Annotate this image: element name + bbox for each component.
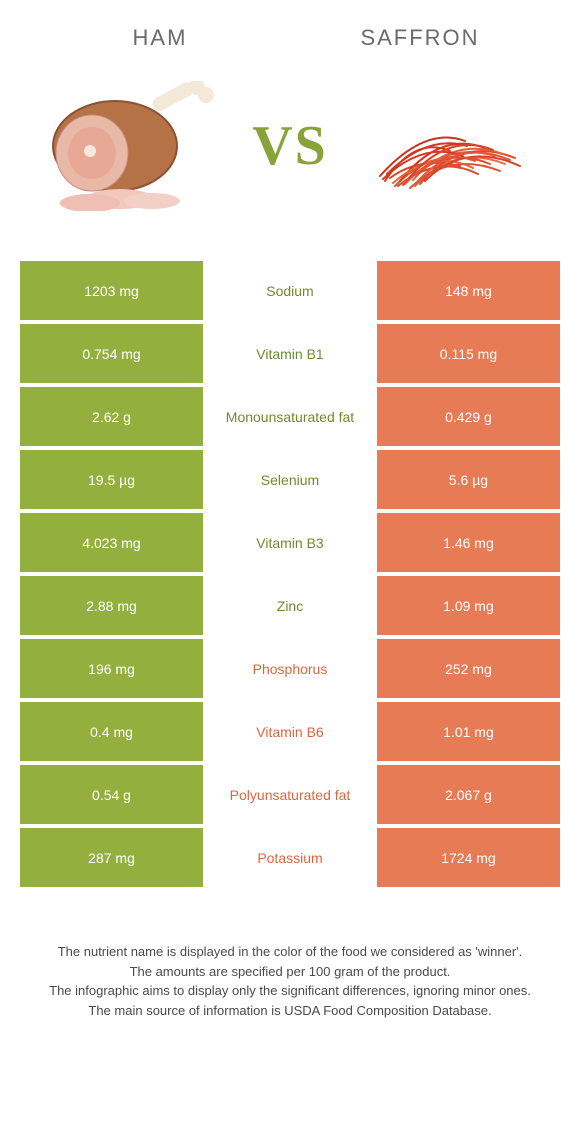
ham-image	[40, 81, 220, 211]
left-value: 0.4 mg	[20, 702, 203, 761]
nutrient-table: 1203 mgSodium148 mg0.754 mgVitamin B10.1…	[20, 261, 560, 887]
right-value: 2.067 g	[377, 765, 560, 824]
left-value: 0.54 g	[20, 765, 203, 824]
right-value: 148 mg	[377, 261, 560, 320]
right-value: 1.46 mg	[377, 513, 560, 572]
right-value: 0.115 mg	[377, 324, 560, 383]
nutrient-label: Sodium	[203, 261, 377, 320]
title-right: Saffron	[290, 25, 550, 51]
left-value: 2.88 mg	[20, 576, 203, 635]
nutrient-label: Vitamin B3	[203, 513, 377, 572]
nutrient-row: 4.023 mgVitamin B31.46 mg	[20, 513, 560, 572]
footer-line: The nutrient name is displayed in the co…	[20, 942, 560, 962]
nutrient-row: 0.54 gPolyunsaturated fat2.067 g	[20, 765, 560, 824]
right-value: 1724 mg	[377, 828, 560, 887]
nutrient-label: Zinc	[203, 576, 377, 635]
nutrient-row: 287 mgPotassium1724 mg	[20, 828, 560, 887]
footer-line: The amounts are specified per 100 gram o…	[20, 962, 560, 982]
right-value: 5.6 µg	[377, 450, 560, 509]
nutrient-row: 2.62 gMonounsaturated fat0.429 g	[20, 387, 560, 446]
nutrient-row: 0.754 mgVitamin B10.115 mg	[20, 324, 560, 383]
right-value: 1.01 mg	[377, 702, 560, 761]
nutrient-row: 19.5 µgSelenium5.6 µg	[20, 450, 560, 509]
nutrient-row: 196 mgPhosphorus252 mg	[20, 639, 560, 698]
title-left: Ham	[30, 25, 290, 51]
nutrient-label: Polyunsaturated fat	[203, 765, 377, 824]
vs-label: VS	[252, 114, 328, 178]
nutrient-row: 0.4 mgVitamin B61.01 mg	[20, 702, 560, 761]
footer-line: The main source of information is USDA F…	[20, 1001, 560, 1021]
left-value: 19.5 µg	[20, 450, 203, 509]
nutrient-label: Potassium	[203, 828, 377, 887]
nutrient-label: Vitamin B6	[203, 702, 377, 761]
left-value: 0.754 mg	[20, 324, 203, 383]
title-row: Ham Saffron	[0, 0, 580, 61]
left-value: 4.023 mg	[20, 513, 203, 572]
footer-line: The infographic aims to display only the…	[20, 981, 560, 1001]
nutrient-row: 1203 mgSodium148 mg	[20, 261, 560, 320]
right-value: 252 mg	[377, 639, 560, 698]
left-value: 287 mg	[20, 828, 203, 887]
left-value: 196 mg	[20, 639, 203, 698]
right-value: 0.429 g	[377, 387, 560, 446]
nutrient-row: 2.88 mgZinc1.09 mg	[20, 576, 560, 635]
nutrient-label: Selenium	[203, 450, 377, 509]
left-value: 2.62 g	[20, 387, 203, 446]
nutrient-label: Vitamin B1	[203, 324, 377, 383]
saffron-image	[360, 81, 540, 211]
left-value: 1203 mg	[20, 261, 203, 320]
nutrient-label: Monounsaturated fat	[203, 387, 377, 446]
hero-row: VS	[0, 61, 580, 251]
right-value: 1.09 mg	[377, 576, 560, 635]
nutrient-label: Phosphorus	[203, 639, 377, 698]
footer-text: The nutrient name is displayed in the co…	[20, 942, 560, 1020]
